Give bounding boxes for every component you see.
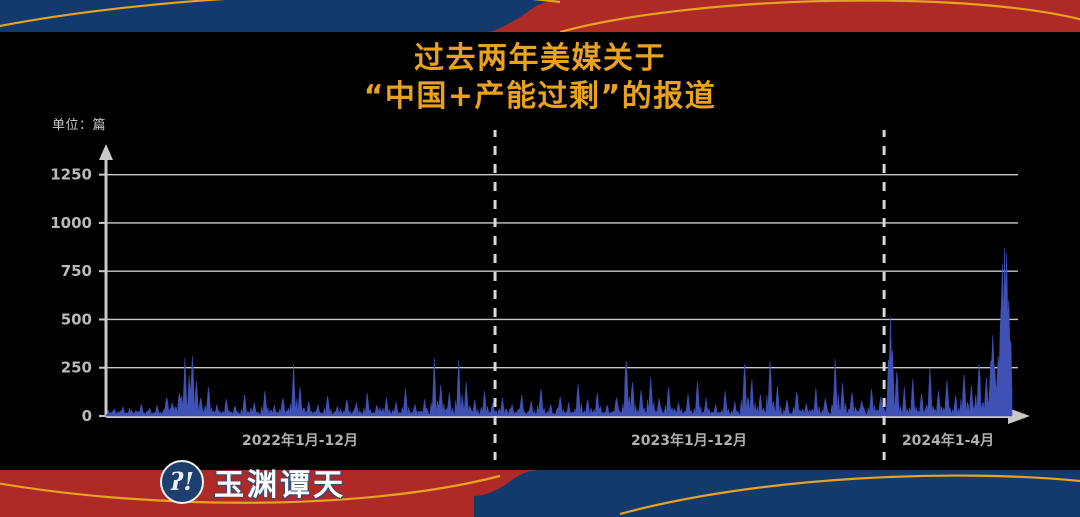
y-axis-tick-label: 1000 bbox=[50, 214, 92, 232]
top-decorative-band bbox=[0, 0, 1080, 32]
chart-container: 0 250 500 750 1000 1250 2022年1月-12月 2023年1月-12… bbox=[0, 130, 1080, 460]
period-divider-lines bbox=[493, 130, 886, 460]
x-axis-segment-label: 2022年1月-12月 bbox=[242, 432, 358, 449]
watermark-logo: ʔ! 玉渊谭天 bbox=[160, 455, 346, 509]
title-line-2: “中国+产能过剩”的报道 bbox=[363, 79, 717, 114]
y-axis-arrowhead bbox=[99, 144, 113, 160]
band-top-gold-curve-left bbox=[0, 0, 561, 28]
logo-badge-icon: ʔ! bbox=[160, 460, 204, 504]
title-line-1: 过去两年美媒关于 bbox=[414, 41, 666, 76]
band-bottom-gold-curve-right bbox=[619, 474, 1080, 516]
x-axis-segment-labels: 2022年1月-12月 2023年1月-12月 2024年1-4月 bbox=[242, 432, 994, 449]
y-axis-tick-label: 500 bbox=[61, 310, 92, 328]
x-axis-arrowhead bbox=[1008, 408, 1030, 424]
y-axis-tick-labels: 0 250 500 750 1000 1250 bbox=[50, 166, 92, 425]
logo-glyph: ʔ! bbox=[170, 467, 194, 496]
x-axis-segment-label: 2024年1-4月 bbox=[902, 432, 994, 449]
x-axis-segment-label: 2023年1月-12月 bbox=[631, 432, 747, 449]
logo-wordmark: 玉渊谭天 bbox=[214, 468, 346, 503]
page-title: 过去两年美媒关于 “中国+产能过剩”的报道 bbox=[0, 40, 1080, 116]
y-axis-tick-label: 250 bbox=[61, 359, 92, 377]
gridlines-group bbox=[106, 173, 1018, 369]
band-bottom-navy-swoosh bbox=[474, 470, 1080, 517]
y-axis-unit-label: 单位：篇 bbox=[52, 118, 107, 133]
band-top-red-swoosh bbox=[486, 0, 1080, 32]
band-top-navy bbox=[0, 0, 1080, 32]
band-top-gold-curve-right bbox=[559, 0, 1080, 32]
y-axis-tick-label: 750 bbox=[61, 262, 92, 280]
y-axis-tick-label: 0 bbox=[82, 407, 92, 425]
series-area-report-count bbox=[105, 248, 1013, 417]
y-axis-tick-label: 1250 bbox=[50, 166, 92, 184]
timeseries-chart: 0 250 500 750 1000 1250 2022年1月-12月 2023年1月-12… bbox=[50, 130, 1030, 460]
